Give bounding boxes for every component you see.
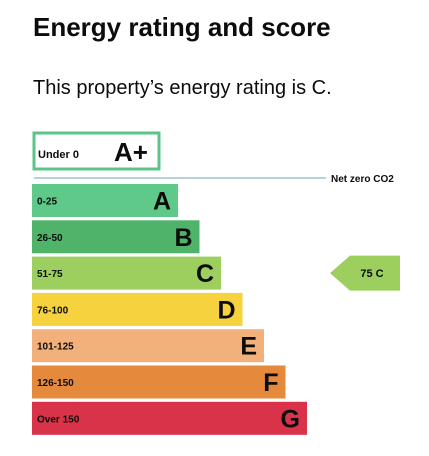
band-range-e: 101-125: [37, 342, 74, 353]
band-a: 0-25 A: [32, 184, 178, 217]
band-bar-a: [32, 184, 178, 217]
band-e: 101-125 E: [32, 329, 264, 363]
band-range-d: 76-100: [37, 305, 69, 316]
band-bar-d: [32, 292, 243, 326]
top-band-range: Under 0: [38, 149, 79, 161]
band-letter-c: C: [196, 260, 214, 288]
band-bar-f: [32, 365, 286, 399]
band-letter-f: F: [263, 369, 278, 397]
rating-summary: This property’s energy rating is C.: [33, 77, 332, 99]
band-letter-e: E: [240, 333, 257, 361]
band-bar-c: [32, 256, 221, 290]
band-d: 76-100 D: [32, 292, 243, 326]
band-letter-g: G: [281, 405, 300, 433]
rating-bands: 0-25 A 26-50 B 51-75 C 76-100 D 101-125 E 126-150 F…: [32, 184, 307, 435]
band-b: 26-50 B: [32, 220, 200, 254]
band-bar-g: [32, 401, 307, 435]
current-rating-label: 75 C: [360, 268, 383, 280]
band-c: 51-75 C: [32, 256, 221, 290]
band-bar-b: [32, 220, 200, 254]
current-rating-marker: 75 C: [330, 255, 400, 291]
band-letter-a: A: [153, 188, 171, 216]
top-band: Under 0 A+: [32, 131, 161, 171]
band-f: 126-150 F: [32, 365, 286, 399]
band-range-a: 0-25: [37, 197, 57, 208]
net-zero-label: Net zero CO2: [331, 174, 394, 185]
band-letter-d: D: [217, 296, 235, 324]
band-range-b: 26-50: [37, 233, 63, 244]
page-title: Energy rating and score: [33, 12, 331, 42]
top-band-letter: A+: [114, 137, 148, 167]
current-rating-arrow: [330, 255, 400, 291]
band-range-c: 51-75: [37, 269, 63, 280]
band-g: Over 150 G: [32, 401, 307, 435]
top-band-box: [32, 131, 161, 171]
band-bar-e: [32, 329, 264, 363]
band-letter-b: B: [174, 224, 192, 252]
band-range-g: Over 150: [37, 414, 80, 425]
band-range-f: 126-150: [37, 378, 74, 389]
